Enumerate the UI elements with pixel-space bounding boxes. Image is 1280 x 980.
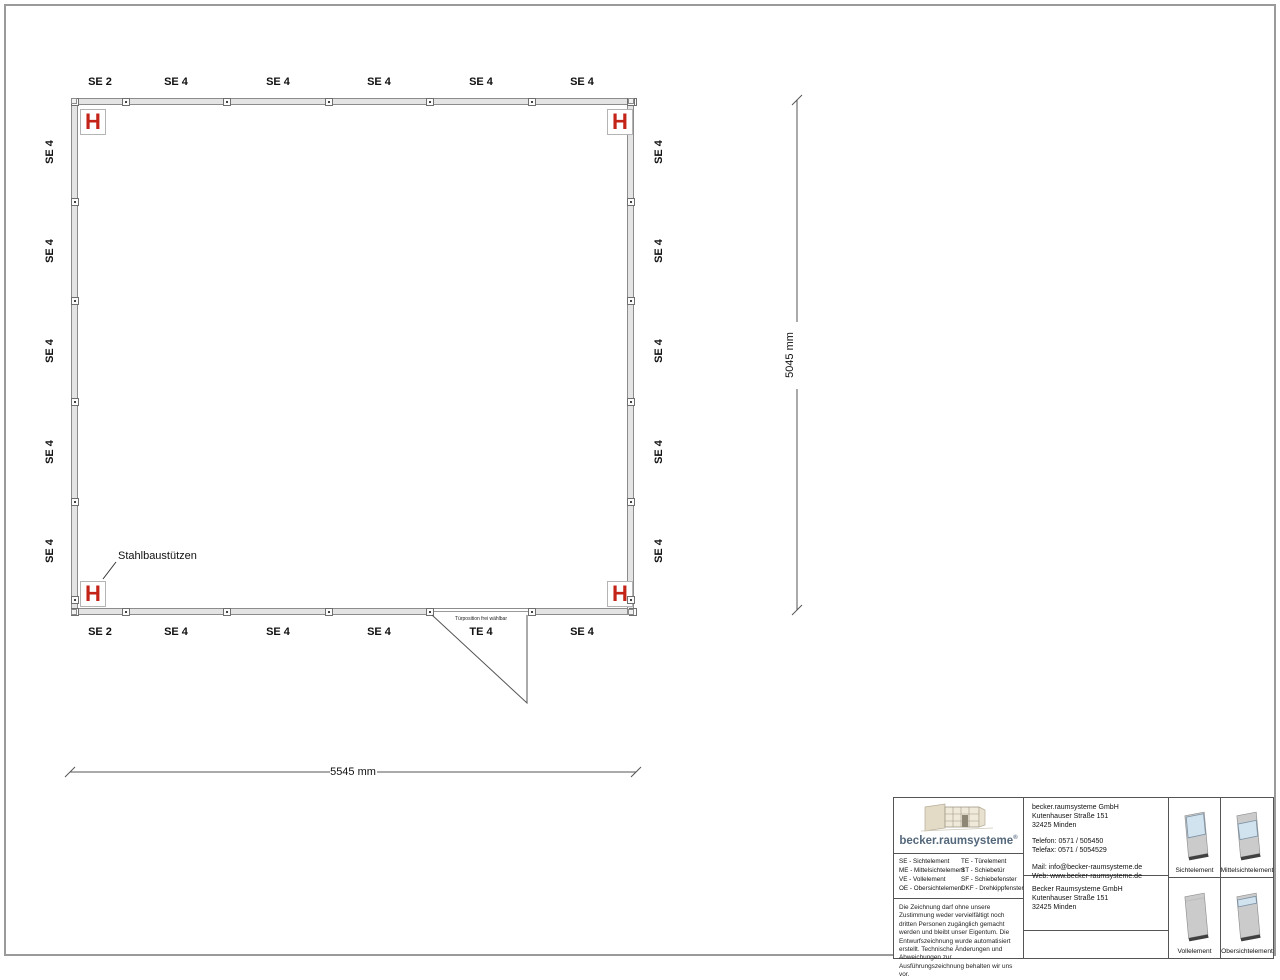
sichtelement-icon [1184, 811, 1209, 861]
legend-item: DKF - Drehkippfenster [961, 885, 1024, 892]
panel-label-left: SE 4 [44, 440, 56, 464]
wall-joint [70, 596, 79, 604]
wall-top [71, 98, 634, 105]
panel-label-right: SE 4 [653, 239, 665, 263]
wall-joint [626, 596, 635, 604]
wall-joint [121, 607, 130, 616]
contact-street: Kutenhauser Straße 151 [1032, 812, 1109, 820]
panel-label-right: SE 4 [653, 539, 665, 563]
wall-joint [527, 97, 536, 106]
wall-left [71, 98, 78, 615]
panel-label-bottom: TE 4 [469, 626, 493, 638]
wall-joint [70, 198, 79, 206]
steel-column-annotation: Stahlbaustützen [118, 550, 197, 562]
door-position-note: Türposition frei wählbar [455, 616, 507, 622]
dimension-height-value: 5045 mm [784, 332, 796, 378]
legend-item: OE - Obersichtelement [899, 885, 964, 892]
panel-label-bottom: SE 2 [88, 626, 112, 638]
wall-joint [324, 607, 333, 616]
panel-label-right: SE 4 [653, 140, 665, 164]
panel-label-top: SE 4 [367, 76, 391, 88]
wall-right [627, 98, 634, 615]
legend-item: ME - Mittelsichtelement [899, 867, 965, 874]
thumbnail-label: Sichtelement [1175, 867, 1214, 874]
panel-label-left: SE 4 [44, 539, 56, 563]
empty-cell [1024, 931, 1169, 958]
thumbnail-label: Mittelsichtelement [1220, 867, 1274, 874]
steel-column-bottom-left: H [80, 581, 106, 607]
contact-company: becker.raumsysteme GmbH [1032, 804, 1119, 811]
dimension-width-value: 5545 mm [330, 766, 376, 778]
page-border [4, 4, 1276, 956]
panel-label-left: SE 4 [44, 239, 56, 263]
legend-cell: SE - Sichtelement ME - Mittelsichtelemen… [894, 854, 1024, 899]
owner-city: 32425 Minden [1032, 903, 1077, 911]
wall-joint [70, 296, 79, 305]
wall-joint [626, 198, 635, 206]
thumbnail-label: Obersichtelement [1221, 948, 1273, 955]
legend-item: TE - Türelement [961, 858, 1007, 865]
disclaimer-cell: Die Zeichnung darf ohne unsere Zustimmun… [894, 899, 1024, 978]
panel-label-bottom: SE 4 [570, 626, 594, 638]
panel-label-bottom: SE 4 [367, 626, 391, 638]
panel-label-right: SE 4 [653, 339, 665, 363]
wall-joint [70, 498, 79, 506]
company-logo-icon [920, 803, 993, 832]
thumbnail-sichtelement: Sichtelement [1169, 798, 1221, 878]
panel-label-top: SE 4 [570, 76, 594, 88]
wall-joint [223, 97, 231, 106]
obersichtelement-icon [1236, 892, 1261, 942]
wall-bottom [71, 608, 634, 615]
vollelement-icon [1184, 892, 1209, 942]
logo-cell: becker.raumsysteme® [894, 798, 1024, 854]
contact-web: Web: www.becker-raumsysteme.de [1032, 872, 1142, 880]
wall-joint [626, 398, 635, 406]
wall-corner-mark [628, 98, 634, 104]
thumbnail-label: Vollelement [1177, 948, 1212, 955]
panel-label-bottom: SE 4 [164, 626, 188, 638]
contact-fax: Telefax: 0571 / 5054529 [1032, 847, 1107, 855]
wall-joint [426, 607, 434, 616]
panel-label-top: SE 4 [164, 76, 188, 88]
contact-cell: becker.raumsysteme GmbH Kutenhauser Stra… [1024, 798, 1169, 880]
wall-corner-mark [71, 98, 77, 104]
wall-joint [70, 398, 79, 406]
wall-joint [223, 607, 231, 616]
panel-label-top: SE 2 [88, 76, 112, 88]
owner-cell: Becker Raumsysteme GmbH Kutenhauser Stra… [1024, 876, 1169, 931]
wall-joint [324, 97, 333, 106]
mittelsichtelement-icon [1236, 811, 1261, 861]
panel-label-right: SE 4 [653, 440, 665, 464]
owner-company: Becker Raumsysteme GmbH [1032, 886, 1123, 893]
steel-column-top-left: H [80, 109, 106, 135]
wall-corner-mark [628, 609, 634, 615]
contact-phone: Telefon: 0571 / 505450 [1032, 838, 1104, 846]
thumbnail-obersichtelement: Obersichtelement [1221, 878, 1273, 958]
company-logo-text: becker.raumsysteme® [899, 834, 1018, 847]
thumbnail-mittelsichtelement: Mittelsichtelement [1221, 798, 1273, 878]
title-block: becker.raumsysteme® SE - Sichtelement ME… [893, 797, 1274, 978]
panel-label-left: SE 4 [44, 339, 56, 363]
steel-column-top-right: H [607, 109, 633, 135]
contact-city: 32425 Minden [1032, 821, 1077, 829]
wall-joint [626, 296, 635, 305]
wall-joint [527, 607, 536, 616]
legend-item: SE - Sichtelement [899, 858, 950, 865]
legend-item: VE - Vollelement [899, 876, 946, 883]
legend-item: ST - Schiebetür [961, 867, 1005, 874]
panel-label-left: SE 4 [44, 140, 56, 164]
thumbnail-vollelement: Vollelement [1169, 878, 1221, 958]
panel-label-bottom: SE 4 [266, 626, 290, 638]
wall-joint [121, 97, 130, 106]
owner-street: Kutenhauser Straße 151 [1032, 894, 1109, 902]
wall-corner-mark [71, 609, 77, 615]
panel-label-top: SE 4 [469, 76, 493, 88]
door-opening [430, 608, 532, 616]
contact-mail: Mail: info@becker-raumsysteme.de [1032, 863, 1143, 871]
wall-joint [626, 498, 635, 506]
wall-joint [426, 97, 434, 106]
legend-item: SF - Schiebefenster [961, 876, 1017, 883]
panel-label-top: SE 4 [266, 76, 290, 88]
